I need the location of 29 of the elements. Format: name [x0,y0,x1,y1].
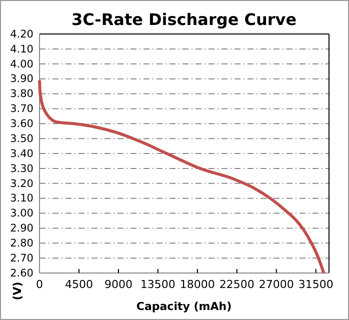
y-tick-label: 3.60 [10,118,34,130]
y-tick-label: 3.90 [10,73,34,86]
y-tick-label: 3.20 [10,178,34,190]
x-tick-label: 9000 [104,278,132,292]
x-tick-label: 31500 [298,278,334,292]
y-tick-label: 3.70 [10,103,34,116]
y-tick-label: 2.70 [10,252,34,264]
x-tick-label: 18000 [180,278,215,292]
line-series [38,78,326,274]
x-tick-label: 13500 [140,278,176,292]
y-tick-label: 2.80 [10,237,34,250]
x-tick-label: 22500 [219,278,254,292]
y-tick-label: 3.10 [10,192,34,205]
y-tick-label: 3.50 [10,132,34,145]
x-axis-title: Capacity (mAh) [136,300,232,313]
y-tick-label: 3.80 [10,88,34,100]
y-tick-label: 2.60 [10,267,34,280]
y-tick-label: 4.20 [10,28,34,40]
chart-title: 3C-Rate Discharge Curve [71,10,297,29]
y-tick-label: 4.00 [10,58,34,70]
y-axis-title: (V) [10,282,24,300]
y-tick-label: 3.00 [10,208,34,220]
x-tick-label: 27000 [258,278,294,292]
y-tick-label: 2.90 [10,222,34,235]
y-tick-label: 4.10 [10,43,34,56]
y-tick-label: 3.40 [10,148,34,160]
y-tick-label: 3.30 [10,162,34,175]
x-tick-label: 0 [36,278,43,292]
x-tick-label: 4500 [64,278,93,292]
